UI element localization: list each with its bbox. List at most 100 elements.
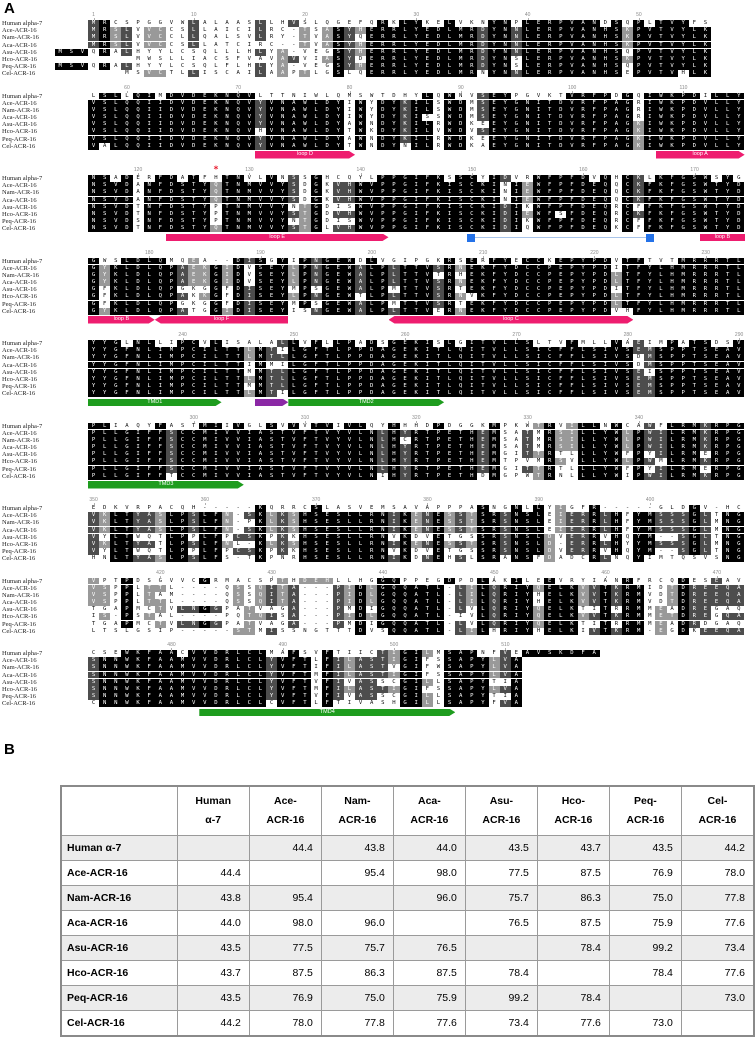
identity-value: 44.4 xyxy=(176,860,250,886)
annotation-row: loop B loop F loop C xyxy=(0,316,755,325)
alignment-row-asu-acr-16: Asu-ACR-16 P L L G I F F S C C M I V V I A S T V F T V Y V L N L H Y R… xyxy=(0,451,755,458)
identity-value xyxy=(464,935,538,961)
ruler-tick xyxy=(638,18,640,20)
column-ruler: 1 10 20 30 40 50 xyxy=(0,11,755,20)
identity-value: 78.4 xyxy=(608,960,682,986)
column-ruler: 350 360 370 380 390 400 xyxy=(0,496,755,505)
ruler-number: 20 xyxy=(302,12,308,18)
alignment-row-cel-acr-16: Cel-ACR-16 H N L T Y A S L P S L F S - T K P N R H S E S L L R N I K D… xyxy=(0,555,755,562)
alignment-row-nam-acr-16: Nam-ACR-16 S N N W K F A A M V V D R L C L Y V F T I F I L A S T V G I… xyxy=(0,664,755,671)
alignment-block-7: 350 360 370 380 390 400 Human alpha-7 E D K V R P A C Q… xyxy=(0,496,755,563)
alignment-block-6: 300 310 320 330 340 Human alpha-7 P L I A Q Y F A S T M I… xyxy=(0,414,755,491)
ruler-number: 40 xyxy=(524,12,531,18)
identity-value: 78.4 xyxy=(536,985,610,1011)
ruler-tick xyxy=(349,90,351,93)
ruler-number: 180 xyxy=(145,249,154,256)
column-ruler: 180 190 200 210 220 230 xyxy=(0,249,755,258)
row-label: Aca-ACR-16 xyxy=(2,114,37,122)
row-label: Nam-ACR-16 xyxy=(2,664,39,672)
ruler-number: 140 xyxy=(356,167,365,173)
alignment-row-aca-acr-16: Aca-ACR-16 V S P P L T T L - - - - Q S S Q I T A - - - P I D L G Q Q A… xyxy=(0,599,755,606)
annotation-label: TMD2 xyxy=(358,398,374,405)
ruler-number: 240 xyxy=(178,332,187,338)
cys-bridge-square xyxy=(645,233,654,242)
alignment-row-hco-acr-16: Hco-ACR-16 N S V D T N F D S T Y P T N M V V Y S T G D V H W V P P G I… xyxy=(0,210,755,218)
row-label: Human alpha-7 xyxy=(2,505,43,512)
identity-value: 78.0 xyxy=(248,1010,322,1037)
ruler-tick xyxy=(527,18,529,20)
ruler-tick xyxy=(171,648,173,650)
row-label: Human alpha-7 xyxy=(2,577,43,585)
identity-value xyxy=(392,910,466,936)
ruler-number: 90 xyxy=(458,84,464,91)
identity-value: 76.9 xyxy=(248,985,322,1011)
ruler-number: 220 xyxy=(590,249,599,256)
row-label: Cel-ACR-16 xyxy=(2,700,36,708)
alignment-row-nam-acr-16: Nam-ACR-16 Y Y G F N L I M P C I L T T L M T L L G F T L P P D A G E K… xyxy=(0,354,755,361)
row-label: Ace-ACR-16 xyxy=(2,264,37,272)
row-label: Human alpha-7 xyxy=(2,422,43,430)
ruler-number: 510 xyxy=(501,642,510,648)
identity-value: 75.0 xyxy=(320,985,394,1011)
annotation-label: loop B xyxy=(714,233,731,240)
ruler-number: 460 xyxy=(601,569,610,576)
ruler-number: 280 xyxy=(623,332,632,338)
identity-value: 77.8 xyxy=(680,885,755,911)
annotation-label: loop F xyxy=(213,316,230,322)
table-row-human-7: Human α-7 44.4 43.8 44.0 43.5 43.7 43.5 44.2 xyxy=(60,835,755,861)
annotation-label: TMD4 xyxy=(319,708,335,715)
loop-d-annotation: loop D xyxy=(255,151,355,159)
ruler-number: 400 xyxy=(645,497,655,503)
ruler-tick xyxy=(739,338,741,340)
purple-annotation xyxy=(255,399,288,407)
alignment-row-hco-acr-16: Hco-ACR-16 I S - P S T A L - - - - P Q T Q I S A - - - P I D L G Q Q A… xyxy=(0,613,755,620)
alignment-row-peq-acr-16: Peq-ACR-16 N S V D S N F D S T Y P T N M V V Y N T G D I S W V P P G I… xyxy=(0,218,755,225)
ruler-number: 150 xyxy=(467,167,477,173)
identity-value: 99.2 xyxy=(464,985,538,1011)
table-row-hco-acr-16: Hco-ACR-16 43.7 87.5 86.3 87.5 78.4 78.4 77.6 xyxy=(60,960,755,986)
alignment-block-5: 240 250 260 270 280 290 Human alpha-7 Y Y G L N L L I P… xyxy=(0,331,755,408)
row-label: Ace-ACR-16 xyxy=(2,27,37,35)
ruler-tick xyxy=(271,575,273,578)
identity-value: 43.8 xyxy=(176,885,250,911)
ruler-tick xyxy=(260,255,262,258)
table-row-nam-acr-16: Nam-ACR-16 43.8 95.4 96.0 75.7 86.3 75.0 77.8 xyxy=(60,885,755,911)
identity-value: 77.6 xyxy=(392,1010,466,1037)
ruler-number: 300 xyxy=(189,414,198,421)
row-label: Aca-ACR-16 xyxy=(2,526,37,534)
row-label: Asu-ACR-16 xyxy=(2,451,37,459)
ruler-tick xyxy=(193,18,195,20)
ruler-tick xyxy=(694,173,696,175)
row-label: Asu-ACR-16 xyxy=(2,203,37,211)
alignment-row-human-alpha-7: Human alpha-7 C S E W K F A A C V V D R L C L M A F S V F T I I C T… xyxy=(0,650,755,657)
row-label: Nam-ACR-16 xyxy=(2,519,39,527)
loop-e-annotation: loop E xyxy=(166,234,389,242)
row-label: Ace-ACR-16 xyxy=(2,657,37,665)
identity-value: 44.2 xyxy=(176,1010,250,1037)
ruler-tick xyxy=(238,90,240,93)
identity-value: 43.5 xyxy=(608,835,682,861)
alignment-block-4: 180 190 200 210 220 230 Human alpha-7 G W S L D L Q M Q… xyxy=(0,249,755,326)
row-label: Ace-ACR-16 xyxy=(2,512,37,520)
column-ruler: 300 310 320 330 340 xyxy=(0,414,755,423)
loop-b-annotation: loop B xyxy=(88,316,155,324)
